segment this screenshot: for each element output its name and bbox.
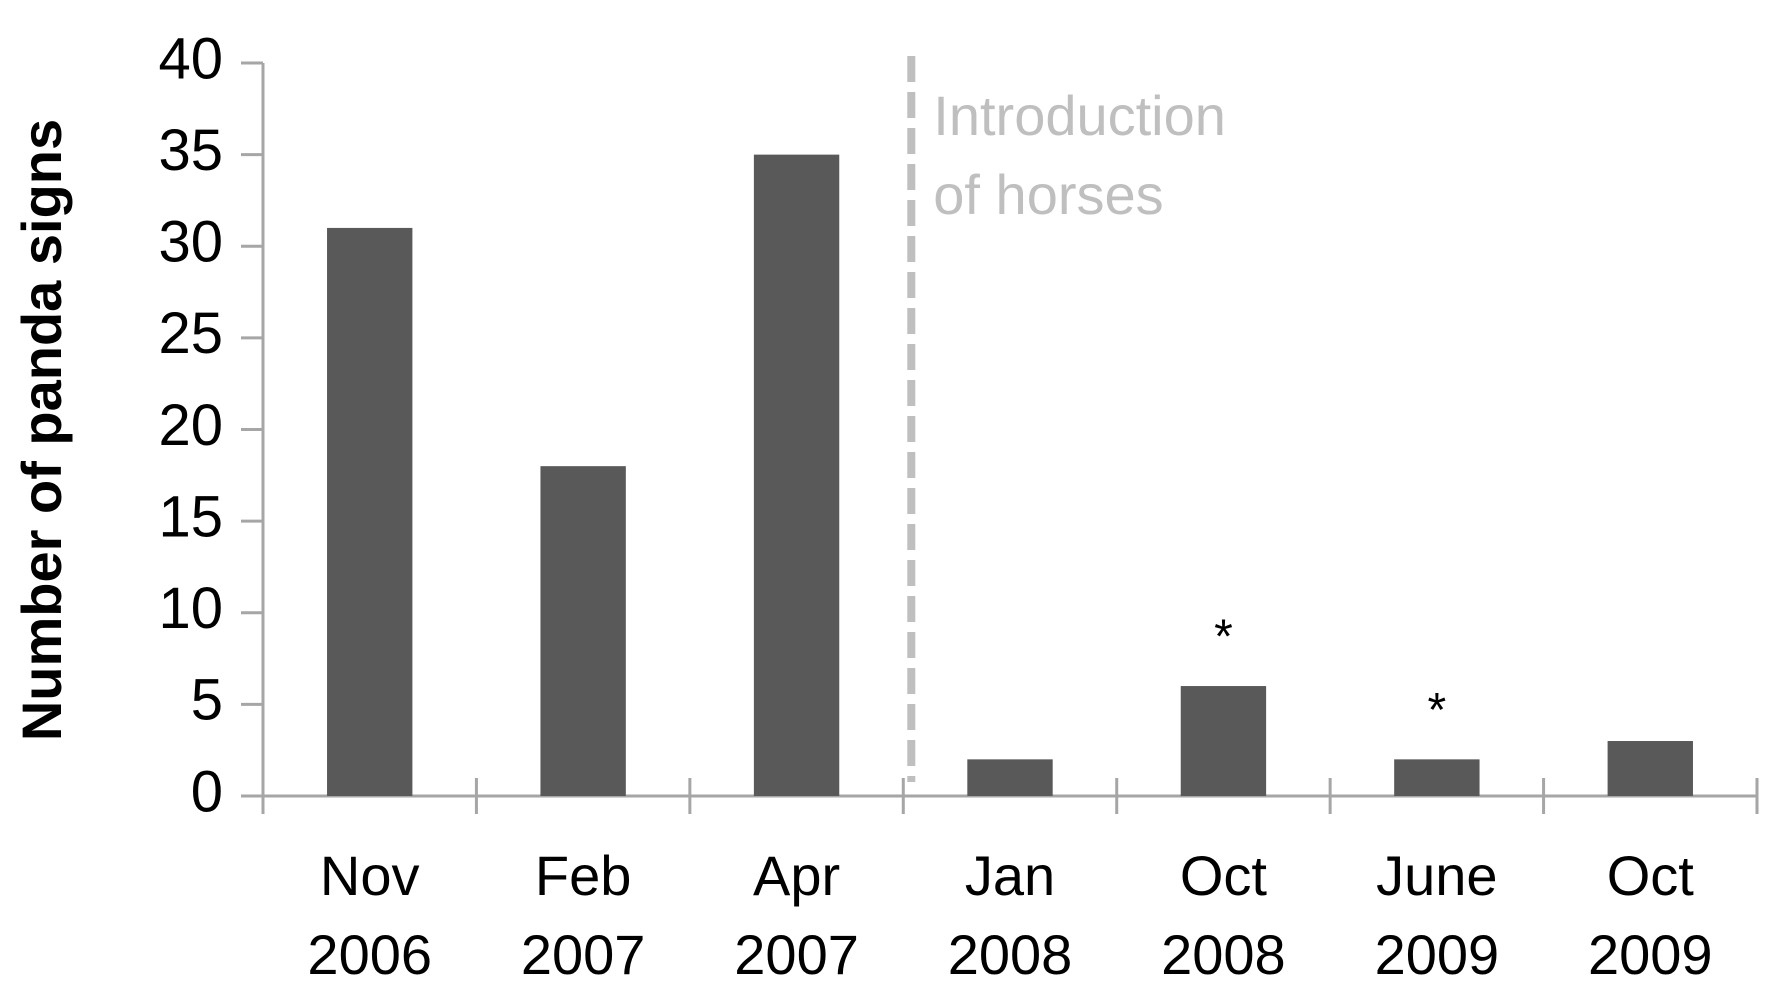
y-tick-label: 0 <box>191 759 223 824</box>
y-tick-label: 15 <box>158 484 223 549</box>
x-tick-label: 2009 <box>1588 923 1713 986</box>
x-tick-label: Oct <box>1180 844 1268 907</box>
x-tick-label: 2008 <box>948 923 1073 986</box>
y-tick-label: 10 <box>158 576 223 641</box>
y-tick-label: 30 <box>158 210 223 275</box>
annotation: Introduction <box>933 84 1226 147</box>
x-tick-label: 2008 <box>1161 923 1286 986</box>
bar <box>967 759 1053 796</box>
bar <box>1180 686 1267 796</box>
y-tick-label: 5 <box>191 668 223 733</box>
bar <box>327 227 413 797</box>
x-tick-label: 2006 <box>307 923 432 986</box>
value-marker: * <box>1214 611 1233 664</box>
y-tick-label: 25 <box>158 301 223 366</box>
x-tick-label: Jan <box>965 844 1055 907</box>
y-tick-label: 20 <box>158 393 223 458</box>
x-tick-label: 2007 <box>521 923 646 986</box>
bar <box>1394 759 1480 796</box>
bar <box>753 154 840 796</box>
bar <box>540 466 626 796</box>
x-tick-label: Apr <box>753 844 840 907</box>
y-tick-label: 40 <box>158 26 223 91</box>
bar <box>1607 741 1693 796</box>
y-axis-label: Number of panda signs <box>10 119 73 741</box>
x-tick-label: Nov <box>320 844 420 907</box>
x-tick-label: Oct <box>1607 844 1695 907</box>
x-tick-label: 2009 <box>1375 923 1500 986</box>
annotation: of horses <box>933 163 1163 226</box>
y-tick-label: 35 <box>158 118 223 183</box>
value-marker: * <box>1428 684 1447 737</box>
x-tick-label: June <box>1376 844 1497 907</box>
x-tick-label: 2007 <box>734 923 859 986</box>
x-tick-label: Feb <box>535 844 632 907</box>
